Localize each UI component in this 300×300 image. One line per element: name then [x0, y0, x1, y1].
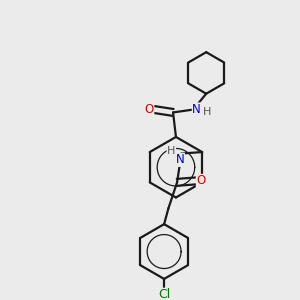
Text: O: O [196, 174, 206, 188]
Text: H: H [202, 107, 211, 117]
Text: O: O [145, 103, 154, 116]
Text: N: N [176, 153, 184, 167]
Text: Cl: Cl [158, 288, 170, 300]
Text: N: N [192, 103, 201, 116]
Text: H: H [167, 146, 176, 156]
